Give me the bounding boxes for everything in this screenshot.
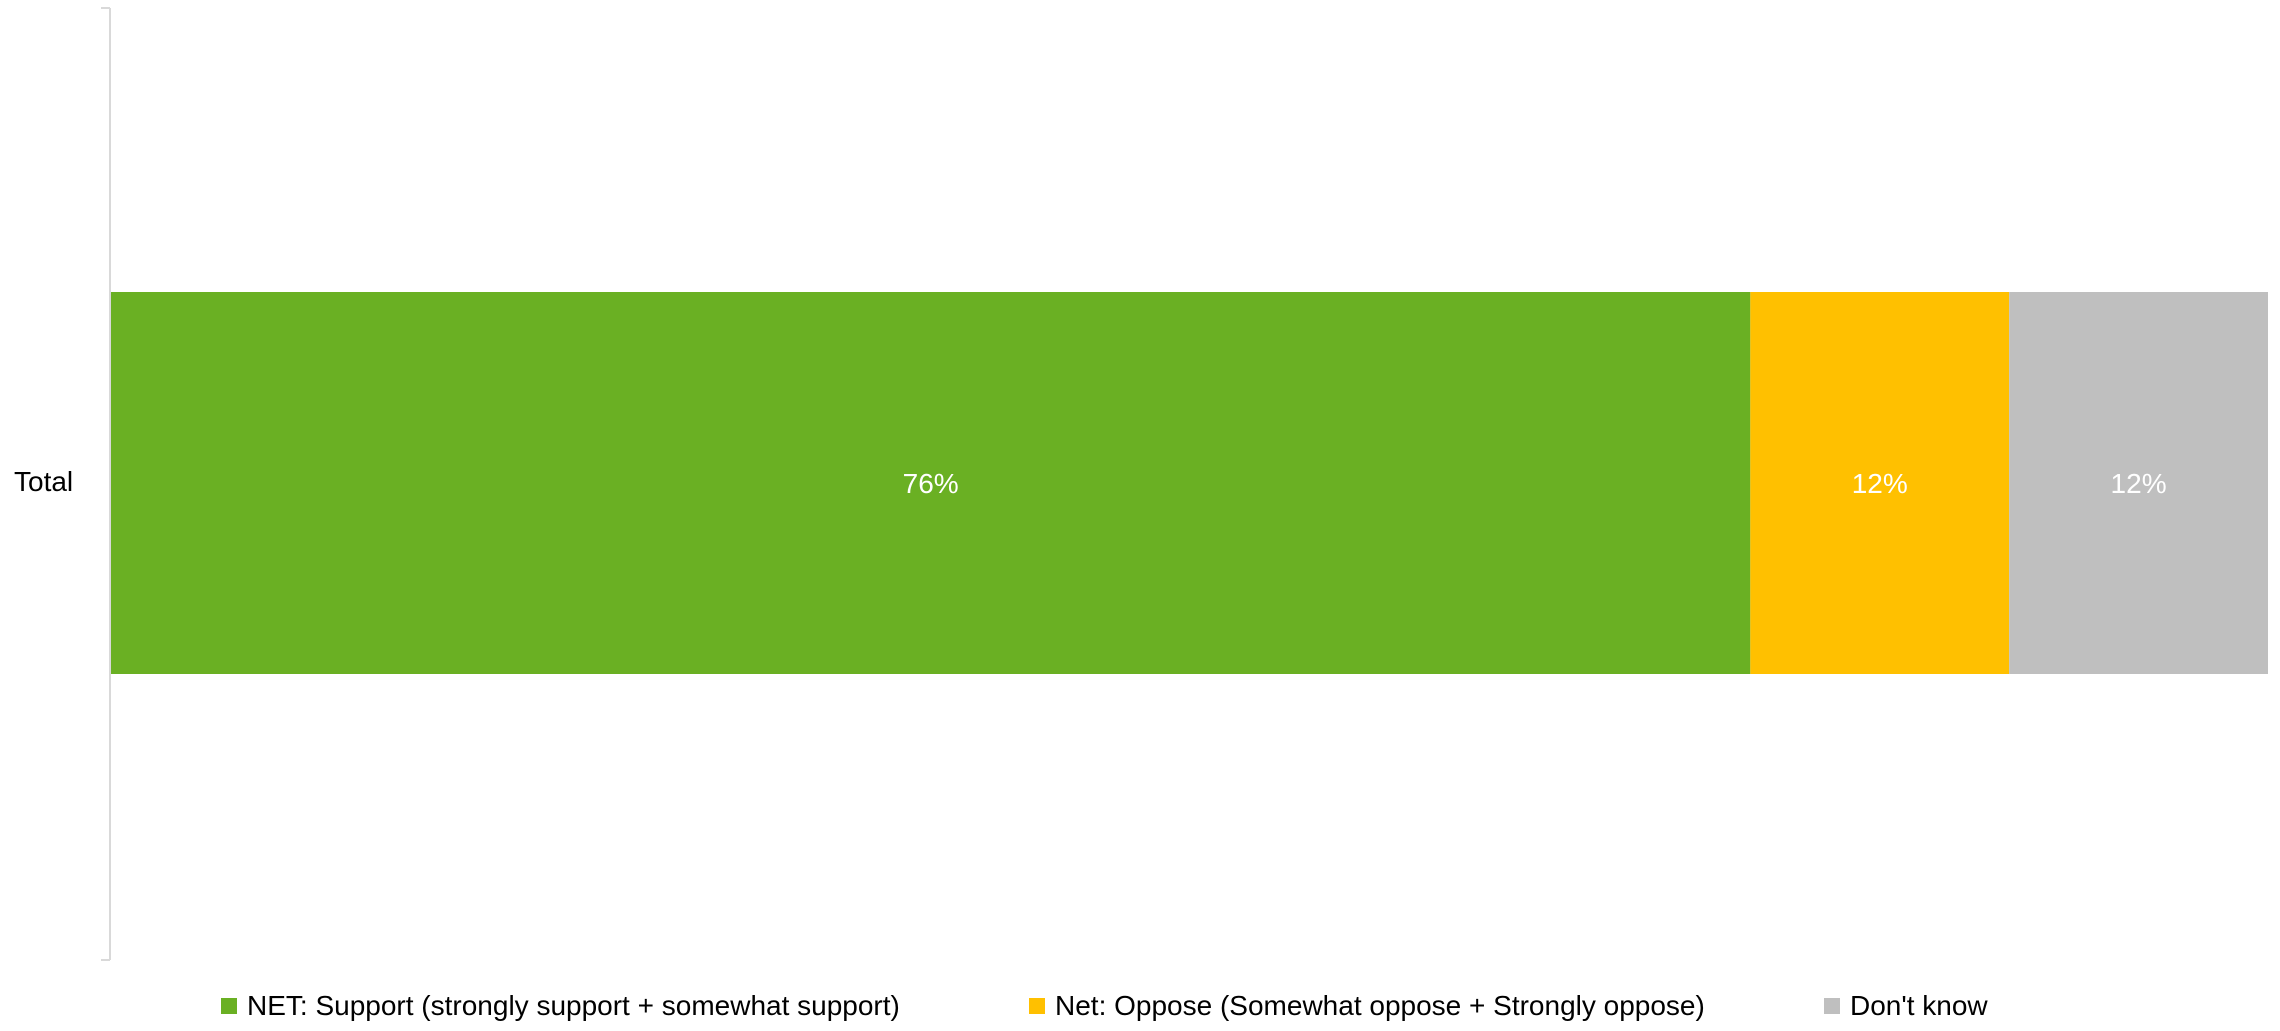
- legend-item-oppose: Net: Oppose (Somewhat oppose + Strongly …: [1029, 990, 1705, 1022]
- legend-item-dont-know: Don't know: [1824, 990, 1988, 1022]
- legend-item-support: NET: Support (strongly support + somewha…: [221, 990, 900, 1022]
- data-label-oppose: 12%: [1852, 468, 1908, 499]
- bar-segment-support: [111, 292, 1751, 674]
- category-label-total: Total: [14, 466, 74, 497]
- data-label-support: 76%: [903, 468, 959, 499]
- bar-segment-dont-know: [2009, 292, 2268, 674]
- legend-label-support: NET: Support (strongly support + somewha…: [247, 990, 900, 1021]
- bar-segment-oppose: [1750, 292, 2010, 674]
- data-label-dont-know: 12%: [2111, 468, 2167, 499]
- legend-label-dont-know: Don't know: [1850, 990, 1988, 1021]
- legend-swatch-support: [221, 998, 237, 1014]
- legend: NET: Support (strongly support + somewha…: [0, 990, 2280, 1030]
- legend-swatch-oppose: [1029, 998, 1045, 1014]
- bar-group: 76% 12% 12%: [111, 292, 2268, 674]
- stacked-bar-chart: 76% 12% 12%: [101, 7, 2268, 961]
- legend-label-oppose: Net: Oppose (Somewhat oppose + Strongly …: [1055, 990, 1705, 1021]
- legend-swatch-dont-know: [1824, 998, 1840, 1014]
